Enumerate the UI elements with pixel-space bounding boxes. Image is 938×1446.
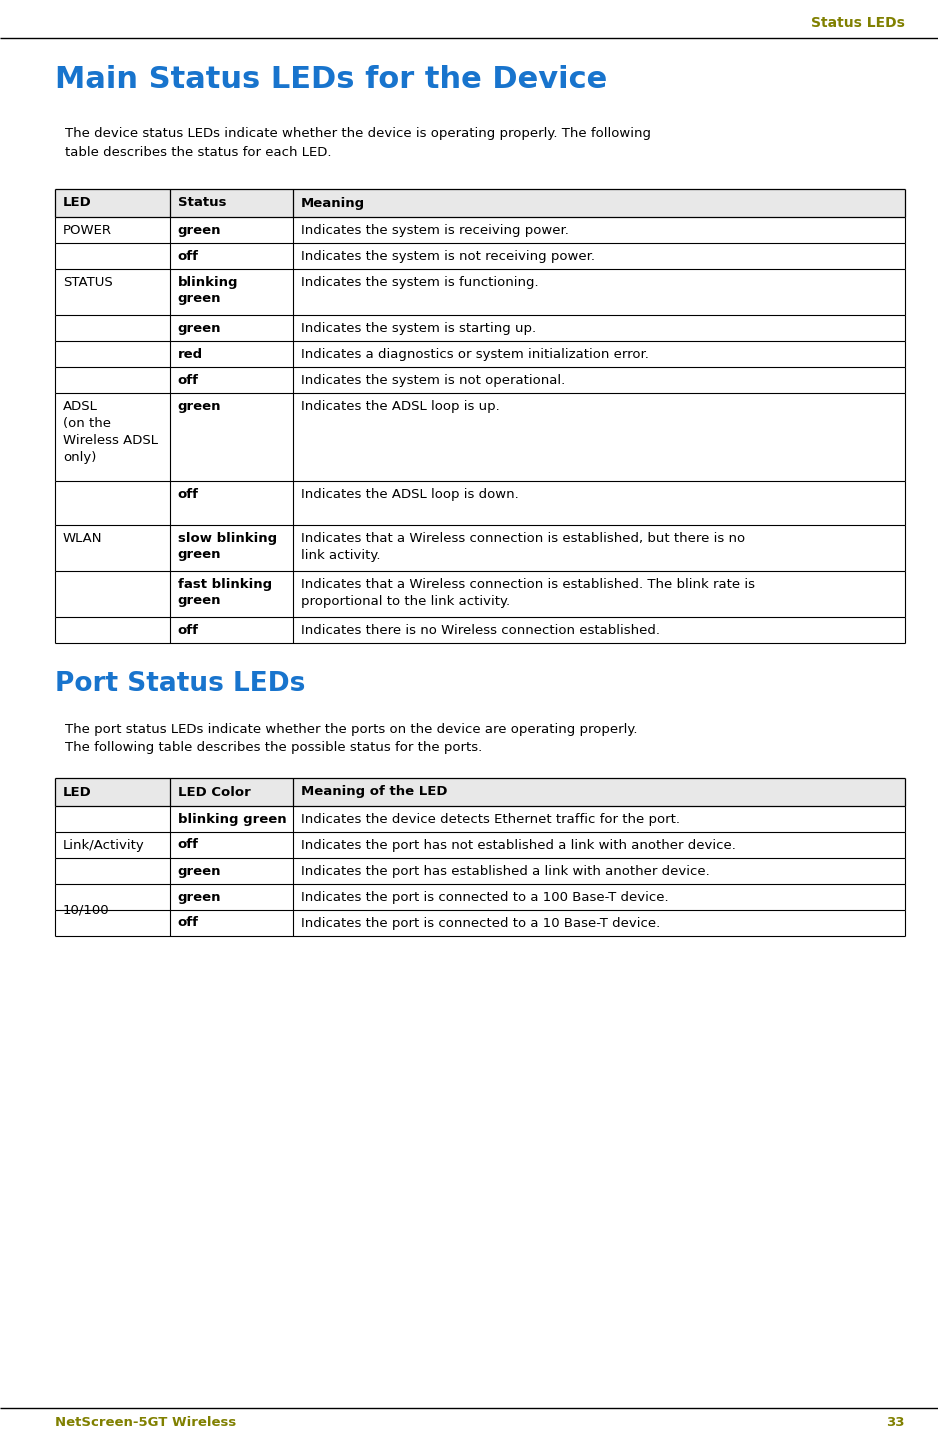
Text: Indicates that a Wireless connection is established, but there is no
link activi: Indicates that a Wireless connection is … xyxy=(301,532,745,562)
Text: LED: LED xyxy=(63,197,92,210)
Text: green: green xyxy=(177,322,221,335)
Text: off: off xyxy=(177,917,199,930)
Text: Indicates the device detects Ethernet traffic for the port.: Indicates the device detects Ethernet tr… xyxy=(301,813,680,826)
Text: Main Status LEDs for the Device: Main Status LEDs for the Device xyxy=(55,65,607,94)
Text: Indicates the system is receiving power.: Indicates the system is receiving power. xyxy=(301,224,568,237)
Text: green: green xyxy=(177,865,221,878)
Text: blinking
green: blinking green xyxy=(177,276,238,305)
Text: Indicates the port is connected to a 10 Base-T device.: Indicates the port is connected to a 10 … xyxy=(301,917,660,930)
Text: Indicates the port has established a link with another device.: Indicates the port has established a lin… xyxy=(301,865,710,878)
Text: Meaning: Meaning xyxy=(301,197,365,210)
Text: NetScreen-5GT Wireless: NetScreen-5GT Wireless xyxy=(55,1416,236,1429)
Bar xyxy=(55,189,905,217)
Text: off: off xyxy=(177,250,199,263)
Text: Indicates the port is connected to a 100 Base-T device.: Indicates the port is connected to a 100… xyxy=(301,891,669,904)
Text: slow blinking
green: slow blinking green xyxy=(177,532,277,561)
Text: Indicates the ADSL loop is up.: Indicates the ADSL loop is up. xyxy=(301,401,500,414)
Text: Indicates the ADSL loop is down.: Indicates the ADSL loop is down. xyxy=(301,487,519,500)
Text: off: off xyxy=(177,839,199,852)
Text: green: green xyxy=(177,401,221,414)
Text: Indicates the system is not operational.: Indicates the system is not operational. xyxy=(301,375,566,388)
Text: 33: 33 xyxy=(886,1416,905,1429)
Text: POWER: POWER xyxy=(63,224,112,237)
Text: fast blinking
green: fast blinking green xyxy=(177,578,272,607)
Text: Indicates the system is not receiving power.: Indicates the system is not receiving po… xyxy=(301,250,595,263)
Text: red: red xyxy=(177,348,203,362)
Text: Link/Activity: Link/Activity xyxy=(63,839,144,852)
Bar xyxy=(55,778,905,805)
Text: Meaning of the LED: Meaning of the LED xyxy=(301,785,447,798)
Text: Indicates the port has not established a link with another device.: Indicates the port has not established a… xyxy=(301,839,736,852)
Text: STATUS: STATUS xyxy=(63,276,113,289)
Text: Indicates a diagnostics or system initialization error.: Indicates a diagnostics or system initia… xyxy=(301,348,649,362)
Text: green: green xyxy=(177,224,221,237)
Text: off: off xyxy=(177,625,199,638)
Text: The port status LEDs indicate whether the ports on the device are operating prop: The port status LEDs indicate whether th… xyxy=(65,723,638,755)
Text: Status LEDs: Status LEDs xyxy=(811,16,905,30)
Text: off: off xyxy=(177,375,199,388)
Text: Port Status LEDs: Port Status LEDs xyxy=(55,671,306,697)
Text: LED Color: LED Color xyxy=(177,785,250,798)
Text: Indicates there is no Wireless connection established.: Indicates there is no Wireless connectio… xyxy=(301,625,660,638)
Text: Indicates the system is starting up.: Indicates the system is starting up. xyxy=(301,322,537,335)
Text: LED: LED xyxy=(63,785,92,798)
Text: off: off xyxy=(177,487,199,500)
Text: green: green xyxy=(177,891,221,904)
Text: The device status LEDs indicate whether the device is operating properly. The fo: The device status LEDs indicate whether … xyxy=(65,127,651,159)
Text: blinking green: blinking green xyxy=(177,813,286,826)
Text: Indicates that a Wireless connection is established. The blink rate is
proportio: Indicates that a Wireless connection is … xyxy=(301,578,755,607)
Text: WLAN: WLAN xyxy=(63,532,102,545)
Text: Indicates the system is functioning.: Indicates the system is functioning. xyxy=(301,276,538,289)
Text: 10/100: 10/100 xyxy=(63,904,110,917)
Text: ADSL
(on the
Wireless ADSL
only): ADSL (on the Wireless ADSL only) xyxy=(63,401,158,464)
Text: Status: Status xyxy=(177,197,226,210)
